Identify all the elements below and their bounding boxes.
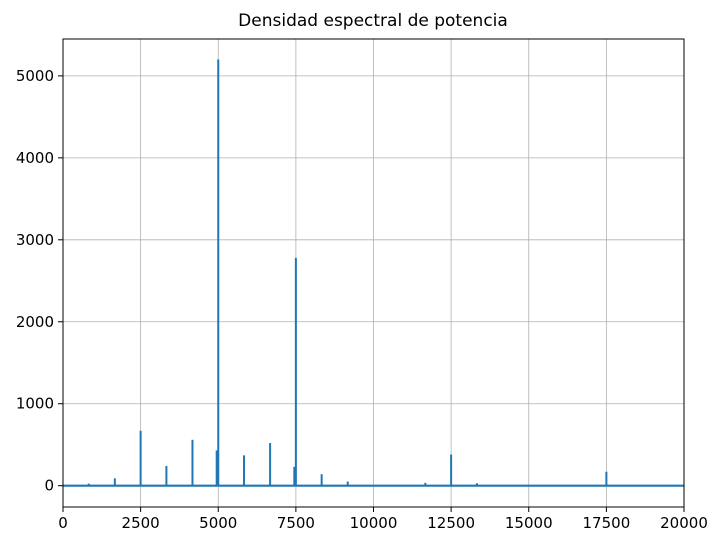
series-group <box>63 59 684 487</box>
chart-title: Densidad espectral de potencia <box>238 11 508 31</box>
grid-lines <box>62 39 685 507</box>
y-tick-label: 5000 <box>16 67 54 85</box>
x-tick-label: 17500 <box>583 514 631 532</box>
x-axis-ticks: 0 2500 5000 7500 10000 12500 15000 17500 20000 <box>58 507 708 532</box>
y-tick-label: 4000 <box>16 149 54 167</box>
x-tick-label: 7500 <box>277 514 315 532</box>
y-tick-label: 2000 <box>16 313 54 331</box>
y-tick-label: 1000 <box>16 395 54 413</box>
x-tick-label: 20000 <box>660 514 708 532</box>
y-tick-label: 0 <box>44 477 54 495</box>
x-tick-label: 5000 <box>199 514 237 532</box>
y-tick-label: 3000 <box>16 231 54 249</box>
x-tick-label: 2500 <box>122 514 160 532</box>
x-tick-label: 12500 <box>427 514 475 532</box>
x-tick-label: 0 <box>58 514 68 532</box>
y-axis-ticks: 0 1000 2000 3000 4000 5000 <box>16 67 63 495</box>
x-tick-label: 15000 <box>505 514 553 532</box>
x-tick-label: 10000 <box>350 514 398 532</box>
